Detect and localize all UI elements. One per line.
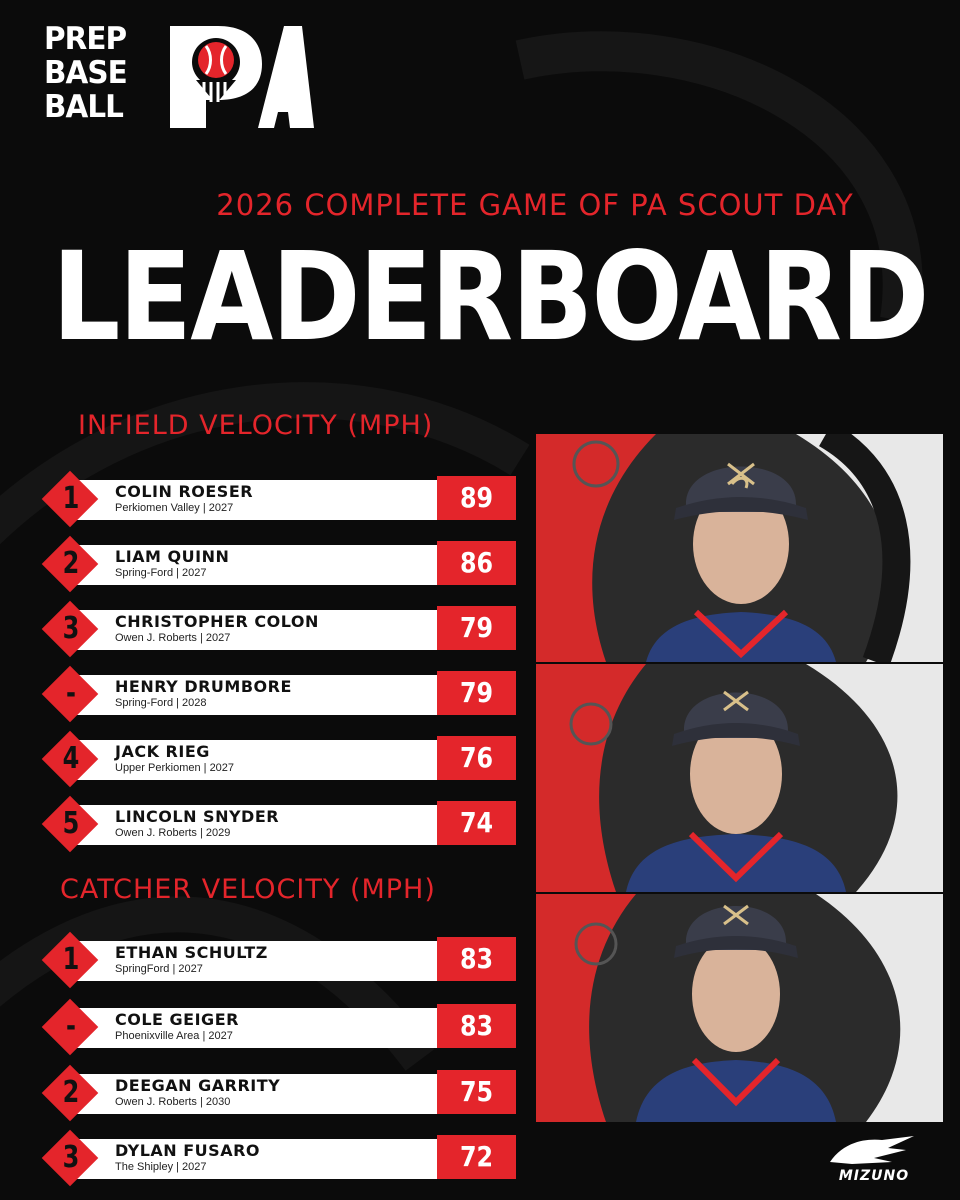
rank: 4 (62, 741, 80, 776)
player-name: DEEGAN GARRITY (115, 1076, 281, 1095)
leaderboard-row: - HENRY DRUMBORE Spring-Ford | 2028 79 (41, 665, 516, 723)
leaderboard-row: 1 COLIN ROESER Perkiomen Valley | 2027 8… (41, 470, 516, 528)
rank: 1 (62, 942, 80, 977)
rank: - (66, 1009, 76, 1044)
player-name: COLE GEIGER (115, 1010, 239, 1029)
player-school: Phoenixville Area | 2027 (115, 1030, 233, 1042)
player-school: Upper Perkiomen | 2027 (115, 762, 235, 774)
velocity-value: 76 (459, 741, 494, 774)
velocity-value: 74 (459, 806, 494, 839)
player-name: CHRISTOPHER COLON (115, 612, 319, 631)
rank: 5 (62, 806, 80, 841)
leaderboard-row: 5 LINCOLN SNYDER Owen J. Roberts | 2029 … (41, 795, 516, 853)
player-name: COLIN ROESER (115, 482, 254, 501)
section-title-catcher: CATCHER VELOCITY (MPH) (60, 874, 436, 905)
player-name: ETHAN SCHULTZ (115, 943, 268, 962)
velocity-value: 79 (459, 611, 494, 644)
baseball-icon (192, 38, 240, 104)
mizuno-logo: MIZUNO (822, 1134, 926, 1186)
velocity-value: 89 (459, 481, 494, 514)
player-school: The Shipley | 2027 (115, 1161, 207, 1173)
mizuno-runbird-icon (830, 1136, 914, 1164)
velocity-value: 75 (459, 1075, 494, 1108)
event-subtitle: 2026 COMPLETE GAME OF PA SCOUT DAY (216, 188, 854, 222)
logo-wordmark: PREP BASE BALL (44, 21, 128, 125)
player-school: Spring-Ford | 2027 (115, 567, 207, 579)
player-school: Perkiomen Valley | 2027 (115, 502, 234, 514)
velocity-value: 86 (459, 546, 494, 579)
prep-baseball-logo[interactable]: PREP BASE BALL (44, 22, 314, 132)
leaderboard-row: 1 ETHAN SCHULTZ SpringFord | 2027 83 (41, 931, 516, 989)
leaderboard-row: 2 DEEGAN GARRITY Owen J. Roberts | 2030 … (41, 1064, 516, 1122)
player-name: LIAM QUINN (115, 547, 230, 566)
player-name: DYLAN FUSARO (115, 1141, 260, 1160)
player-school: Owen J. Roberts | 2030 (115, 1096, 231, 1108)
player-school: Owen J. Roberts | 2027 (115, 632, 231, 644)
velocity-value: 72 (459, 1140, 494, 1173)
rank: 3 (62, 611, 80, 646)
player-school: Owen J. Roberts | 2029 (115, 827, 231, 839)
leaderboard-row: 3 CHRISTOPHER COLON Owen J. Roberts | 20… (41, 600, 516, 658)
rank: 3 (62, 1140, 80, 1175)
leaderboard-row: 4 JACK RIEG Upper Perkiomen | 2027 76 (41, 730, 516, 788)
pa-logo-mark (170, 26, 314, 128)
player-school: SpringFord | 2027 (115, 963, 203, 975)
player-name: HENRY DRUMBORE (115, 677, 292, 696)
logo-line: BALL (44, 89, 124, 125)
player-photo (536, 664, 943, 892)
player-photo (536, 434, 943, 662)
logo-line: BASE (44, 55, 128, 91)
leaderboard-row: 2 LIAM QUINN Spring-Ford | 2027 86 (41, 535, 516, 593)
leaderboard-row: 3 DYLAN FUSARO The Shipley | 2027 72 (41, 1129, 516, 1187)
player-name: LINCOLN SNYDER (115, 807, 280, 826)
sponsor-name: MIZUNO (838, 1168, 910, 1184)
velocity-value: 79 (459, 676, 494, 709)
player-photo (536, 894, 943, 1122)
velocity-value: 83 (459, 1009, 494, 1042)
section-title-infield: INFIELD VELOCITY (MPH) (78, 410, 434, 441)
velocity-value: 83 (459, 942, 494, 975)
rank: 1 (62, 481, 80, 516)
logo-line: PREP (44, 21, 127, 57)
leaderboard-row: - COLE GEIGER Phoenixville Area | 2027 8… (41, 998, 516, 1056)
player-school: Spring-Ford | 2028 (115, 697, 207, 709)
page-title: LEADERBOARD (52, 226, 929, 368)
rank: 2 (62, 546, 80, 581)
rank: 2 (62, 1075, 80, 1110)
player-name: JACK RIEG (115, 742, 210, 761)
rank: - (66, 676, 76, 711)
